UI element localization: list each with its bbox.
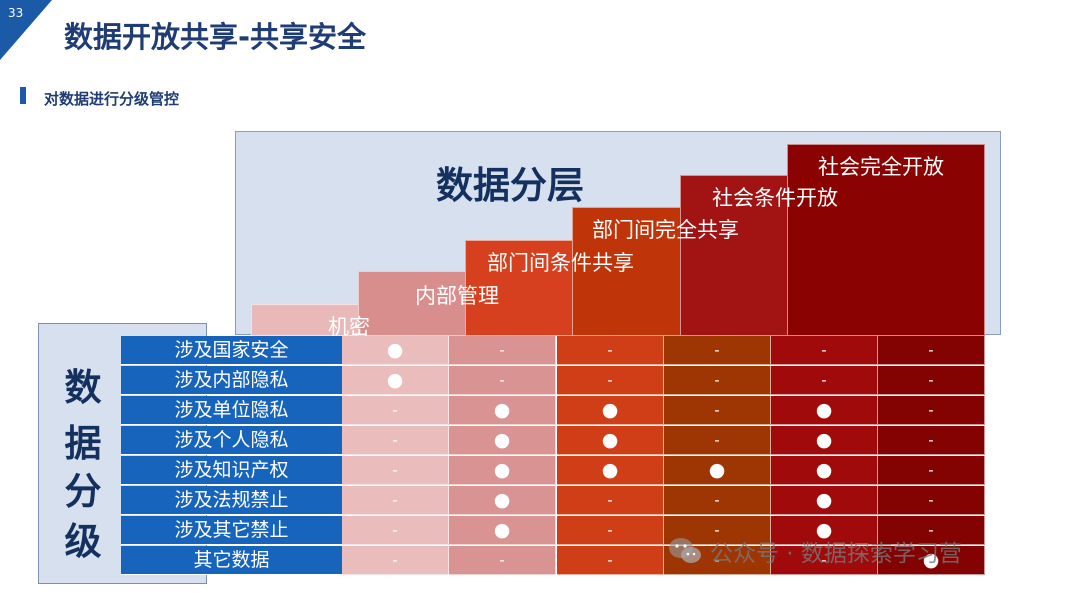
layer-label-5: 社会条件开放 xyxy=(712,186,838,210)
grid-cell: - xyxy=(557,486,664,515)
grid-cell: ● xyxy=(557,426,664,455)
row-label: 涉及个人隐私 xyxy=(121,426,342,455)
classification-title-char: 分 xyxy=(64,470,102,513)
grid-cell: ● xyxy=(771,426,878,455)
subtitle-marker xyxy=(20,87,26,104)
grid-cell: ● xyxy=(771,456,878,485)
grid-cell: - xyxy=(878,456,985,485)
watermark: 公众号 · 数据探索学习营 xyxy=(668,533,962,569)
grid-cell: - xyxy=(664,396,771,425)
grid-cell: - xyxy=(342,486,449,515)
grid-cell: ● xyxy=(449,396,556,425)
classification-title-char: 数 xyxy=(64,366,102,409)
grid-cell: - xyxy=(878,336,985,365)
layer-step-6 xyxy=(787,144,985,336)
grid-cell: ● xyxy=(342,336,449,365)
row-label: 涉及知识产权 xyxy=(121,456,342,485)
layer-title: 数据分层 xyxy=(436,164,584,207)
watermark-text: 公众号 · 数据探索学习营 xyxy=(710,541,962,567)
row-label: 涉及国家安全 xyxy=(121,336,342,365)
grid-cell: - xyxy=(878,396,985,425)
grid-cell: - xyxy=(664,486,771,515)
grid-cell: - xyxy=(557,336,664,365)
grid-cell: ● xyxy=(878,546,985,575)
grid-cell: ● xyxy=(771,516,878,545)
grid-cell: - xyxy=(664,426,771,455)
grid-cell: ● xyxy=(771,486,878,515)
page-title: 数据开放共享-共享安全 xyxy=(64,20,367,54)
classification-title-char: 据 xyxy=(64,422,102,465)
grid-cell: - xyxy=(878,516,985,545)
grid-cell: - xyxy=(771,336,878,365)
grid-cell: ● xyxy=(449,486,556,515)
wechat-icon xyxy=(668,536,702,566)
grid-cell: - xyxy=(878,366,985,395)
layer-label-3: 部门间条件共享 xyxy=(487,251,634,275)
grid-cell: - xyxy=(342,516,449,545)
grid-cell: - xyxy=(342,546,449,575)
layer-label-1: 机密 xyxy=(328,315,370,339)
row-label: 涉及其它禁止 xyxy=(121,516,342,545)
grid-cell: - xyxy=(342,396,449,425)
row-label: 涉及单位隐私 xyxy=(121,396,342,425)
grid-cell: ● xyxy=(557,456,664,485)
grid-cell: - xyxy=(557,366,664,395)
grid-cell: ● xyxy=(342,366,449,395)
grid-cell: ● xyxy=(449,516,556,545)
grid-cell: - xyxy=(664,336,771,365)
grid-cell: ● xyxy=(771,396,878,425)
grid-cell: ● xyxy=(664,456,771,485)
layer-label-6: 社会完全开放 xyxy=(818,155,944,179)
grid-cell: - xyxy=(878,486,985,515)
grid-cell: - xyxy=(771,546,878,575)
grid-cell: - xyxy=(557,516,664,545)
grid-cell: - xyxy=(449,546,556,575)
grid-cell: - xyxy=(342,456,449,485)
row-label: 其它数据 xyxy=(121,546,342,575)
grid-cell: - xyxy=(449,336,556,365)
row-label: 涉及内部隐私 xyxy=(121,366,342,395)
row-label: 涉及法规禁止 xyxy=(121,486,342,515)
page-number: 33 xyxy=(8,6,24,20)
classification-title-char: 级 xyxy=(64,520,102,563)
grid-cell: - xyxy=(664,366,771,395)
grid-cell: ● xyxy=(449,426,556,455)
corner-decoration xyxy=(0,0,52,60)
grid-cell: ● xyxy=(557,396,664,425)
layer-label-4: 部门间完全共享 xyxy=(592,218,739,242)
grid-cell: - xyxy=(342,426,449,455)
layer-label-2: 内部管理 xyxy=(415,284,499,308)
grid-cell: - xyxy=(557,546,664,575)
grid-cell: ● xyxy=(449,456,556,485)
grid-cell: - xyxy=(878,426,985,455)
grid-cell: - xyxy=(771,366,878,395)
grid-cell: - xyxy=(449,366,556,395)
subtitle: 对数据进行分级管控 xyxy=(44,90,180,108)
